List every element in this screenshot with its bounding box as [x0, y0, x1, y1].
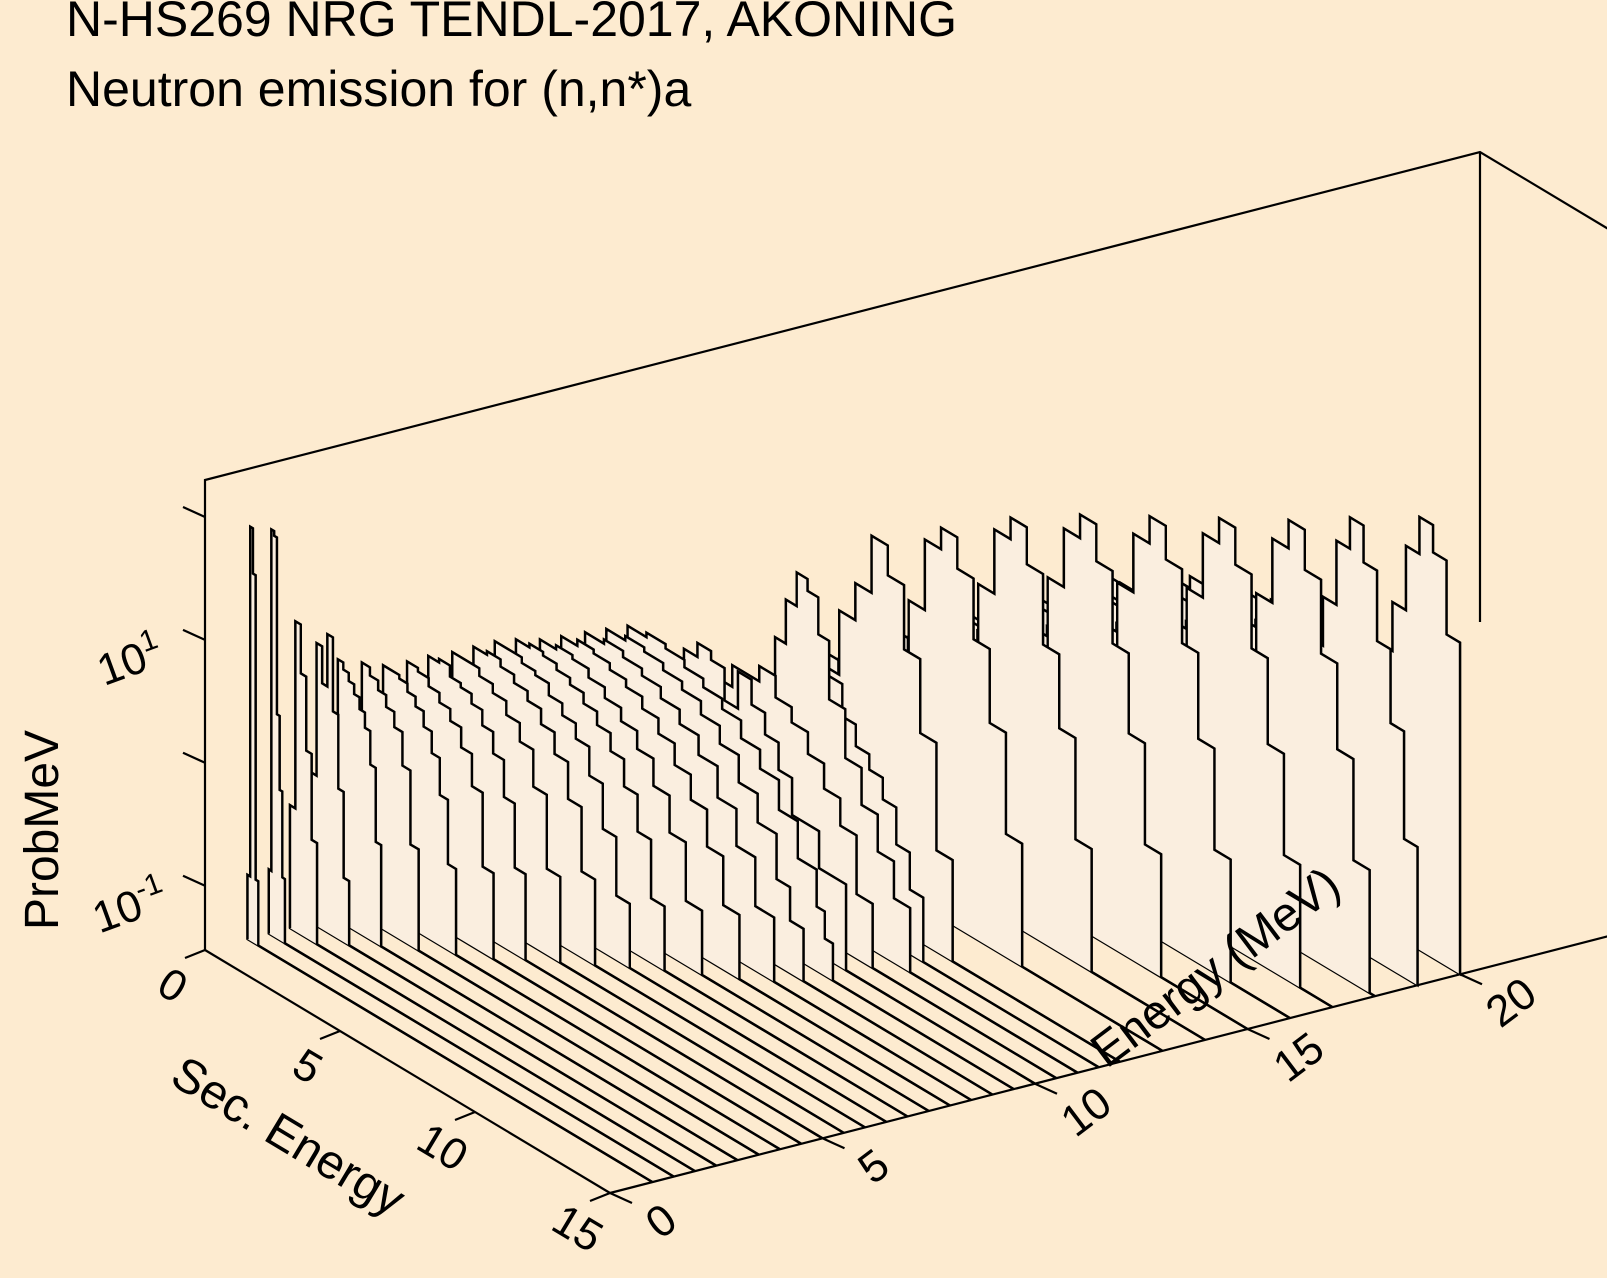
spectrum-6_5: [480, 639, 887, 1123]
spectrum-6: [458, 644, 866, 1129]
y-tick: [1247, 1027, 1270, 1041]
y-tick: [1034, 1082, 1058, 1095]
x-tick: [319, 1029, 341, 1041]
spectra: [246, 512, 1462, 1184]
x-tick: [184, 948, 206, 960]
spectrum-5: [416, 653, 824, 1140]
chart-title: N-HS269 NRG TENDL-2017, AKONING: [66, 0, 957, 47]
y-tick: [822, 1137, 845, 1150]
x-tick: [589, 1191, 611, 1203]
z-tick: [182, 628, 206, 641]
spectrum-3_5: [352, 660, 760, 1156]
box-frame: [203, 150, 1607, 950]
x-tick: [454, 1110, 476, 1122]
spectrum-2_5: [310, 632, 717, 1167]
z-tick: [182, 505, 206, 519]
spectrum-7: [501, 637, 909, 1118]
spectrum-4_5: [395, 659, 802, 1145]
spectrum-7_5: [522, 637, 930, 1113]
spectrum-3: [331, 657, 739, 1162]
spectrum-1: [246, 524, 654, 1184]
z-axis-title: ProbMeV: [16, 730, 69, 930]
x-axis-line: [204, 949, 611, 1194]
chart-subtitle: Neutron emission for (n,n*)a: [66, 61, 691, 117]
z-tick: [182, 751, 206, 764]
z-tick: [182, 874, 206, 887]
y-tick: [1459, 973, 1483, 986]
spectrum-4: [373, 663, 781, 1151]
spectrum-2: [288, 619, 696, 1173]
spectrum-1_5: [267, 527, 675, 1178]
y-tick: [609, 1191, 633, 1205]
